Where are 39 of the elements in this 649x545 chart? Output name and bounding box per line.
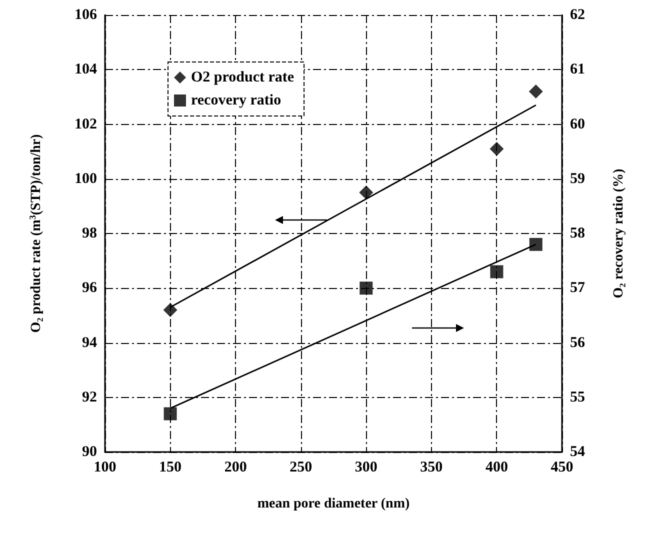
y2-tick-label: 59 xyxy=(570,170,585,187)
y2-tick-label: 56 xyxy=(570,334,586,351)
point xyxy=(529,238,542,251)
legend-label: recovery ratio xyxy=(191,92,282,108)
y2-tick-label: 55 xyxy=(570,389,585,406)
y2-tick-label: 61 xyxy=(570,62,585,78)
point xyxy=(490,142,504,156)
y-tick-label: 94 xyxy=(82,334,98,351)
y-tick-label: 98 xyxy=(82,226,97,242)
point xyxy=(528,84,543,98)
y-axis-title: O₂ product rate (m3(STP)/ton/hr) xyxy=(28,134,44,333)
y-tick-label: 102 xyxy=(74,116,97,132)
x-tick-label: 250 xyxy=(290,460,312,476)
x-axis-title: mean pore diameter (nm) xyxy=(257,496,410,512)
x-tick-label: 300 xyxy=(354,460,378,476)
x-tick-label: 400 xyxy=(485,460,508,476)
y2-axis-title: O₂ recovery ratio (%) xyxy=(612,168,626,298)
y2-tick-label: 54 xyxy=(570,444,586,460)
point xyxy=(360,282,373,295)
y2-tick-label: 62 xyxy=(570,7,585,23)
y-tick-label: 90 xyxy=(82,444,97,460)
x-tick-label: 200 xyxy=(224,460,247,476)
y-tick-label: 100 xyxy=(74,170,97,187)
y-tick-label: 104 xyxy=(74,62,98,78)
point xyxy=(163,302,178,317)
y2-tick-label: 58 xyxy=(570,226,585,242)
y-tick-label: 106 xyxy=(74,7,98,23)
x-tick-label: 100 xyxy=(94,460,116,476)
x-tick-label: 350 xyxy=(420,460,443,476)
y-tick-label: 92 xyxy=(82,389,97,406)
y2-tick-label: 57 xyxy=(570,280,586,296)
point xyxy=(164,407,177,420)
point xyxy=(490,265,504,278)
point xyxy=(359,186,374,200)
x-tick-label: 450 xyxy=(550,460,574,476)
x-tick-label: 150 xyxy=(159,460,182,476)
y-tick-label: 96 xyxy=(82,280,98,296)
y2-tick-label: 60 xyxy=(570,116,585,132)
legend-label: O2 product rate xyxy=(191,70,294,86)
